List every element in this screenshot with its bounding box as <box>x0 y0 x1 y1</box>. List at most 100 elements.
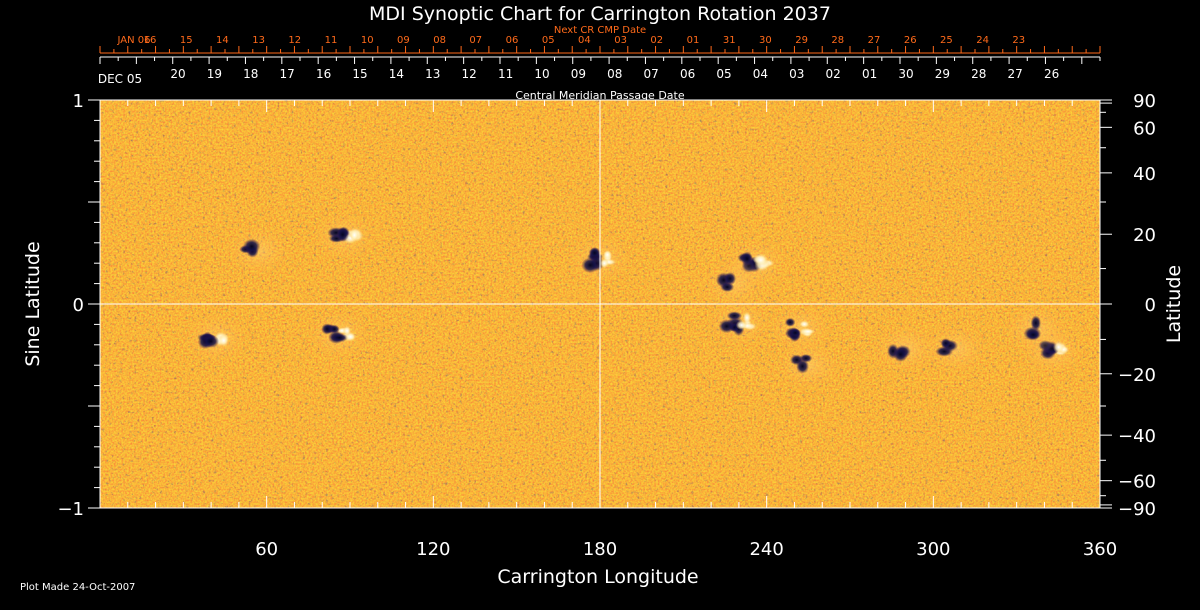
cmp-axis-tick-label: 19 <box>207 67 222 81</box>
negative-flux-spot <box>784 317 796 327</box>
top-axis-tick-label: 06 <box>506 35 519 46</box>
y2-tick-label: −90 <box>1118 499 1156 520</box>
cmp-axis-tick-label: 01 <box>862 67 877 81</box>
top-axis-tick-label: 02 <box>650 35 663 46</box>
top-axis-tick-label: 31 <box>723 35 736 46</box>
positive-flux-spot <box>742 311 752 324</box>
y2-tick-label: −60 <box>1118 472 1156 493</box>
negative-flux-spot <box>893 347 908 362</box>
top-axis-tick-label: 25 <box>940 35 953 46</box>
active-regions <box>182 210 1087 392</box>
y2-tick-label: −40 <box>1118 426 1156 447</box>
x-tick-label: 120 <box>416 539 450 560</box>
positive-flux-spot <box>342 325 352 336</box>
top-axis-tick-label: 28 <box>831 35 844 46</box>
negative-flux-spot <box>329 324 340 334</box>
cmp-axis-tick-label: 26 <box>1044 67 1059 81</box>
cmp-axis-tick-label: 06 <box>680 67 695 81</box>
top-axis-tick-label: 16 <box>144 35 157 46</box>
top-axis-tick-label: 24 <box>976 35 989 46</box>
cmp-axis-tick-label: 03 <box>789 67 804 81</box>
cmp-axis: DEC 05 20 19 18 17 16 15 14 13 12 11 10 09 08 07 06 05 04… <box>98 56 1101 86</box>
chart-title: MDI Synoptic Chart for Carrington Rotati… <box>369 3 831 25</box>
cmp-axis-tick-label: 04 <box>753 67 768 81</box>
x-tick-label: 300 <box>916 539 950 560</box>
cmp-axis-tick-label: 20 <box>170 67 185 81</box>
x-axis: 60 120 180 240 300 360 <box>99 100 1117 560</box>
positive-flux-spot <box>218 334 230 347</box>
top-axis-tick-label: JAN 06 <box>117 35 151 46</box>
cmp-axis-tick-label: 15 <box>352 67 367 81</box>
y2-axis-label: Latitude <box>1163 265 1185 343</box>
negative-flux-spot <box>723 272 737 286</box>
top-axis-tick-label: 12 <box>288 35 301 46</box>
y2-tick-label: 90 <box>1133 91 1156 112</box>
y-tick-label: 0 <box>73 295 84 316</box>
y2-tick-label: −20 <box>1118 365 1156 386</box>
negative-flux-spot <box>718 319 735 334</box>
top-axis-tick-label: 09 <box>397 35 410 46</box>
positive-flux-spot <box>603 250 612 260</box>
cmp-axis-tick-label: 29 <box>935 67 950 81</box>
top-axis-tick-label: 26 <box>904 35 917 46</box>
cmp-axis-tick-label: 12 <box>462 67 477 81</box>
y-axis-right: 90 60 40 20 0 −20 −40 −60 −90 <box>1100 91 1156 520</box>
cmp-axis-tick-label: 17 <box>280 67 295 81</box>
cmp-axis-tick-label: 11 <box>498 67 513 81</box>
y2-tick-label: 40 <box>1133 164 1156 185</box>
top-axis-tick-label: 23 <box>1012 35 1025 46</box>
cmp-axis-tick-label: 05 <box>716 67 731 81</box>
cmp-axis-tick-label: 18 <box>243 67 258 81</box>
cmp-axis-tick-label: 27 <box>1008 67 1023 81</box>
y2-tick-label: 20 <box>1133 225 1156 246</box>
top-axis-tick-label: 11 <box>325 35 338 46</box>
top-axis-tick-label: 08 <box>433 35 446 46</box>
positive-flux-spot <box>798 320 810 328</box>
cmp-axis-label: Central Meridian Passage Date <box>515 89 684 102</box>
top-axis-tick-label: 15 <box>180 35 193 46</box>
negative-flux-spot <box>336 227 349 242</box>
cmp-axis-tick-label: 09 <box>571 67 586 81</box>
top-axis-tick-label: 01 <box>687 35 700 46</box>
y-axis-label: Sine Latitude <box>22 241 44 366</box>
top-axis-tick-label: 27 <box>868 35 881 46</box>
negative-flux-spot <box>330 333 349 342</box>
x-tick-label: 240 <box>749 539 783 560</box>
positive-flux-spot <box>735 320 748 330</box>
cmp-axis-tick-label: 14 <box>389 67 404 81</box>
x-tick-label: 360 <box>1083 539 1117 560</box>
y-axis-left: 1 0 −1 <box>57 91 100 520</box>
y-tick-label: 1 <box>73 91 84 112</box>
cmp-axis-tick-label: 02 <box>826 67 841 81</box>
cmp-axis-tick-label: 10 <box>534 67 549 81</box>
cmp-axis-tick-label: 30 <box>898 67 913 81</box>
cmp-axis-tick-label: 16 <box>316 67 331 81</box>
negative-flux-spot <box>581 257 599 273</box>
y-tick-label: −1 <box>57 499 84 520</box>
cmp-axis-tick-label: 08 <box>607 67 622 81</box>
top-axis-tick-label: 13 <box>252 35 265 46</box>
y2-tick-label: 60 <box>1133 118 1156 139</box>
negative-flux-spot <box>242 238 261 255</box>
negative-flux-spot <box>202 334 220 348</box>
top-axis-tick-label: 07 <box>469 35 482 46</box>
top-axis-tick-label: 04 <box>578 35 591 46</box>
top-axis-tick-label: 30 <box>759 35 772 46</box>
top-axis-tick-label: 10 <box>361 35 374 46</box>
positive-flux-spot <box>753 253 769 267</box>
x-tick-label: 60 <box>255 539 278 560</box>
negative-flux-spot <box>789 328 801 338</box>
negative-flux-spot <box>1026 329 1040 340</box>
y2-tick-label: 0 <box>1145 295 1156 316</box>
top-axis-label: Next CR CMP Date <box>554 25 646 36</box>
positive-flux-spot <box>800 328 816 335</box>
top-axis-tick-label: 03 <box>614 35 627 46</box>
top-axis-tick-label: 05 <box>542 35 555 46</box>
negative-flux-spot <box>940 338 952 349</box>
cmp-axis-tick-label: DEC 05 <box>98 72 142 86</box>
positive-flux-spot <box>599 258 609 269</box>
cmp-axis-tick-label: 28 <box>971 67 986 81</box>
plot-made-note: Plot Made 24-Oct-2007 <box>20 582 135 593</box>
